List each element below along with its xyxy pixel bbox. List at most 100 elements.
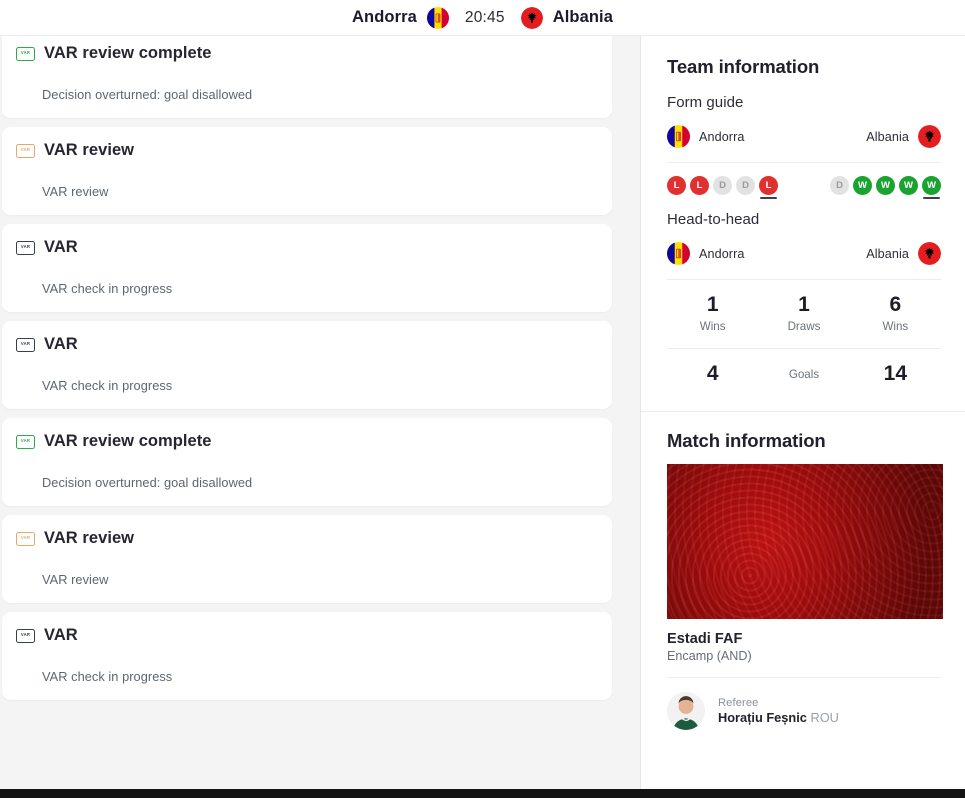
away-form-badge[interactable]: W [922,176,941,199]
venue-name: Estadi FAF [667,631,743,648]
var-icon-glyph-text: VAR [20,437,31,444]
timeline-event-title: VAR [44,238,78,256]
stadium-rings-overlay [667,464,943,620]
var-icon-glyph-text: VAR [20,340,31,347]
timeline-event-header: VAR VAR [2,238,612,257]
away-form-badge[interactable]: D [830,176,849,195]
h2h-divider-bottom [667,348,941,350]
andorra-flag-icon [426,6,449,29]
var-dark-icon: VAR [16,628,35,643]
timeline-event-card[interactable]: VAR VAR review VAR review [2,515,612,603]
h2h-away-team: Albania [866,242,941,265]
match-information-title: Match information [667,430,826,452]
timeline-event-title: VAR review [44,141,135,159]
header-home-team: Andorra [352,8,417,26]
andorra-flag-icon [667,242,690,265]
h2h-draws-value: 1 [798,293,810,316]
form-away-team: Albania [866,125,941,148]
form-home-team: Andorra [667,125,745,148]
var-icon-glyph-text: VAR [20,146,31,153]
h2h-home-wins-label: Wins [699,320,726,334]
timeline-event-description: VAR review [42,184,109,199]
home-form-badge[interactable]: L [667,176,686,195]
away-form-badge[interactable]: W [853,176,872,195]
h2h-away-wins-value: 6 [889,293,902,316]
form-guide-label: Form guide [667,94,744,111]
albania-flag-icon [918,125,941,148]
referee-name: Horațiu Feșnic ROU [718,710,839,725]
home-form-badge[interactable]: L [690,176,709,195]
timeline-event-card[interactable]: VAR VAR VAR check in progress [2,612,612,700]
timeline-event-description: VAR check in progress [42,669,173,684]
h2h-away-wins: 6 Wins [850,280,941,348]
h2h-team-row: Andorra Albania [667,242,941,279]
referee-name-text: Horațiu Feșnic [718,710,807,726]
timeline-event-header: VAR VAR review complete [2,44,612,63]
var-icon-glyph-text: VAR [20,631,31,638]
timeline-event-card[interactable]: VAR VAR VAR check in progress [2,321,612,409]
stadium-photo [667,464,943,620]
h2h-home-team-label: Andorra [699,246,745,261]
home-form-badge[interactable]: D [713,176,732,195]
h2h-away-goals: 14 [850,349,941,401]
referee-role-label: Referee [718,697,759,710]
timeline-event-description: VAR check in progress [42,378,173,393]
form-home-team-label: Andorra [699,129,745,144]
timeline-list: VAR VAR review complete Decision overturne… [0,36,640,700]
team-information-panel: Team information Form guide [641,36,965,401]
timeline-event-header: VAR VAR review [2,141,612,160]
var-icon-glyph-text: VAR [20,243,31,250]
timeline-event-description: VAR check in progress [42,281,173,296]
column-divider [640,36,641,798]
andorra-flag-icon [667,125,690,148]
var-orange-icon: VAR [16,531,35,546]
var-green-icon: VAR [16,46,35,61]
h2h-results-row: 1 Wins 1 Draws 6 Wins [667,280,941,348]
page-bottom-edge [0,789,965,798]
timeline-event-title: VAR review complete [44,432,212,450]
referee-nationality: ROU [810,710,839,726]
timeline-event-card[interactable]: VAR VAR review VAR review [2,127,612,215]
timeline-event-card[interactable]: VAR VAR VAR check in progress [2,224,612,312]
home-form-badge[interactable]: D [736,176,755,195]
stadium-rings-overlay-secondary [667,464,943,620]
h2h-home-goals: 4 [667,349,758,401]
team-information-title: Team information [667,56,820,77]
timeline-event-description: Decision overturned: goal disallowed [42,475,253,490]
h2h-draws-label: Draws [787,320,821,334]
timeline-event-header: VAR VAR review complete [2,432,612,451]
h2h-goals-label-cell: Goals [758,349,849,401]
h2h-home-team: Andorra [667,242,745,265]
away-form-badge[interactable]: W [876,176,895,195]
timeline-event-card[interactable]: VAR VAR review complete Decision overturne… [2,36,612,118]
match-information-panel: Match information Estadi FAF Encamp (AND… [641,412,965,731]
var-dark-icon: VAR [16,337,35,352]
referee-avatar [667,692,705,731]
form-guide-team-row: Andorra Albania [667,125,941,162]
venue-city: Encamp (AND) [667,649,752,664]
h2h-home-wins-value: 1 [706,293,719,316]
h2h-away-team-label: Albania [866,246,909,261]
h2h-home-wins: 1 Wins [667,280,758,348]
timeline-event-title: VAR [44,335,78,353]
albania-flag-icon [520,6,543,29]
h2h-away-goals-value: 14 [883,362,907,386]
form-divider [667,162,941,163]
panel-separator [641,411,965,413]
timeline-event-card[interactable]: VAR VAR review complete Decision overturne… [2,418,612,506]
timeline-event-title: VAR review complete [44,44,212,62]
h2h-draws: 1 Draws [758,280,849,348]
match-timeline-panel[interactable]: VAR VAR review complete Decision overturne… [0,36,640,790]
timeline-event-header: VAR VAR [2,626,612,645]
head-to-head-label: Head-to-head [667,211,760,228]
albania-flag-icon [918,242,941,265]
referee-divider [667,677,941,679]
away-form-badge[interactable]: W [899,176,918,195]
timeline-event-header: VAR VAR [2,335,612,354]
home-form-badge[interactable]: L [759,176,778,199]
info-sidebar[interactable]: Team information Form guide [641,36,965,790]
